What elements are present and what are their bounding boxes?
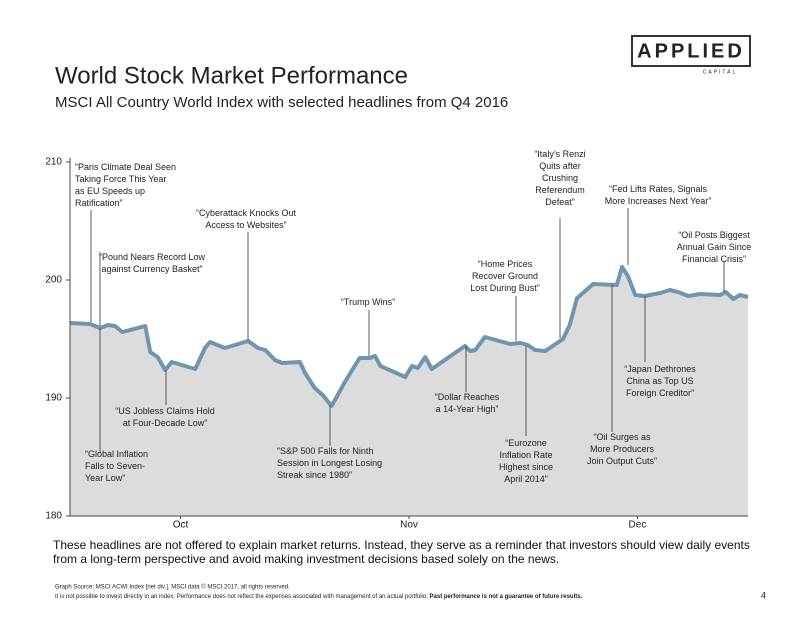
annotation-line: “Eurozone: [505, 438, 547, 448]
annotation: “Oil Surges as More Producers Join Output …: [587, 432, 657, 466]
annotation-line: Session in Longest Losing: [277, 458, 382, 468]
annotation-line: “S&P 500 Falls for Ninth: [277, 446, 373, 456]
annotation: “S&P 500 Falls for Ninth Session in Longe…: [277, 446, 382, 480]
annotation-line: Defeat”: [545, 197, 575, 207]
annotation-line: “Cyberattack Knocks Out: [196, 208, 297, 218]
annotation: “Paris Climate Deal Seen Taking Force Thi…: [75, 162, 176, 208]
annotation-line: Highest since: [499, 462, 553, 472]
index-line: [69, 265, 749, 408]
annotation-line: Access to Websites”: [205, 220, 286, 230]
x-tick-label: Oct: [173, 520, 189, 531]
annotation-line: “Oil Posts Biggest: [678, 230, 750, 240]
annotation: “Fed Lifts Rates, Signals More Increases …: [605, 184, 712, 206]
annotation-line: More Increases Next Year”: [605, 196, 712, 206]
annotation-line: Ratification”: [75, 198, 123, 208]
area-fill: [70, 267, 748, 516]
x-tick-label: Dec: [629, 520, 647, 531]
annotation-line: as EU Speeds up: [75, 186, 145, 196]
disclaimer: It is not possible to invest directly in…: [55, 594, 583, 600]
annotation: “Home Prices Recover Ground Lost During Bu…: [470, 259, 540, 293]
annotation-line: “Italy’s Renzi: [534, 149, 585, 159]
annotation-line: “Pound Nears Record Low: [99, 252, 206, 262]
annotation-line: Crushing: [542, 173, 578, 183]
annotation-line: Join Output Cuts”: [587, 456, 657, 466]
footnote: These headlines are not offered to expla…: [53, 538, 750, 566]
source: Graph Source: MSCI ACWI Index [net div.]…: [55, 584, 290, 591]
annotation-line: Inflation Rate: [499, 450, 552, 460]
annotation-line: Financial Crisis”: [682, 254, 746, 264]
y-tick-label: 190: [45, 393, 62, 404]
annotation: “Cyberattack Knocks Out Access to Website…: [196, 208, 297, 230]
annotation-line: “Japan Dethrones: [624, 364, 696, 374]
disclaimer-bold: Past performance is not a guarantee of f…: [430, 594, 583, 600]
annotation: “Italy’s Renzi Quits after Crushing Referen…: [534, 149, 585, 207]
annotation-line: April 2014”: [504, 474, 548, 484]
y-tick-label: 200: [45, 275, 62, 286]
annotation-line: “Paris Climate Deal Seen: [75, 162, 176, 172]
annotation-line: Foreign Creditor”: [626, 388, 694, 398]
y-tick-label: 210: [45, 157, 62, 168]
annotation-line: Lost During Bust”: [470, 283, 540, 293]
annotation-line: “Fed Lifts Rates, Signals: [609, 184, 708, 194]
annotation-line: Taking Force This Year: [75, 174, 166, 184]
annotation-line: against Currency Basket”: [101, 264, 202, 274]
annotation-line: “Home Prices: [478, 259, 533, 269]
subtitle: MSCI All Country World Index with select…: [55, 94, 508, 111]
annotation-line: Streak since 1980”: [277, 470, 352, 480]
annotation-line: Falls to Seven-: [85, 461, 145, 471]
annotation: “Dollar Reaches a 14-Year High”: [435, 392, 500, 414]
annotation-line: at Four-Decade Low”: [123, 418, 208, 428]
annotation: “Pound Nears Record Low against Currency …: [99, 252, 206, 274]
annotation: “Eurozone Inflation Rate Highest since Apri…: [499, 438, 553, 484]
annotation: “Oil Posts Biggest Annual Gain Since Finan…: [677, 230, 752, 264]
annotation-line: Annual Gain Since: [677, 242, 752, 252]
annotation-line: “Dollar Reaches: [435, 392, 500, 402]
annotation-line: “Trump Wins”: [341, 297, 395, 307]
x-tick-label: Nov: [400, 520, 418, 531]
disclaimer-text: It is not possible to invest directly in…: [55, 594, 428, 600]
page-number: 4: [761, 590, 766, 600]
annotation-line: a 14-Year High”: [436, 404, 499, 414]
footnote-box: These headlines are not offered to expla…: [53, 538, 750, 566]
annotation-line: “US Jobless Claims Hold: [115, 406, 215, 416]
annotation-line: Quits after: [539, 161, 581, 171]
annotation: “Trump Wins”: [341, 297, 395, 307]
annotation-line: China as Top US: [626, 376, 693, 386]
annotation-line: More Producers: [590, 444, 655, 454]
logo-box: [631, 35, 751, 67]
annotation-line: “Global Inflation: [85, 449, 148, 459]
annotation-line: Year Low”: [85, 473, 125, 483]
annotation: “Global Inflation Falls to Seven- Year Low…: [85, 449, 148, 483]
logo-sub: CAPITAL: [703, 69, 737, 75]
annotation-line: Recover Ground: [472, 271, 538, 281]
title: World Stock Market Performance: [55, 62, 408, 89]
annotation-line: Referendum: [535, 185, 585, 195]
logo: APPLIED: [637, 40, 745, 62]
y-tick-label: 180: [45, 511, 62, 522]
annotation: “US Jobless Claims Hold at Four-Decade Lo…: [115, 406, 215, 428]
annotation: “Japan Dethrones China as Top US Foreign C…: [624, 364, 696, 398]
annotation-line: “Oil Surges as: [593, 432, 651, 442]
